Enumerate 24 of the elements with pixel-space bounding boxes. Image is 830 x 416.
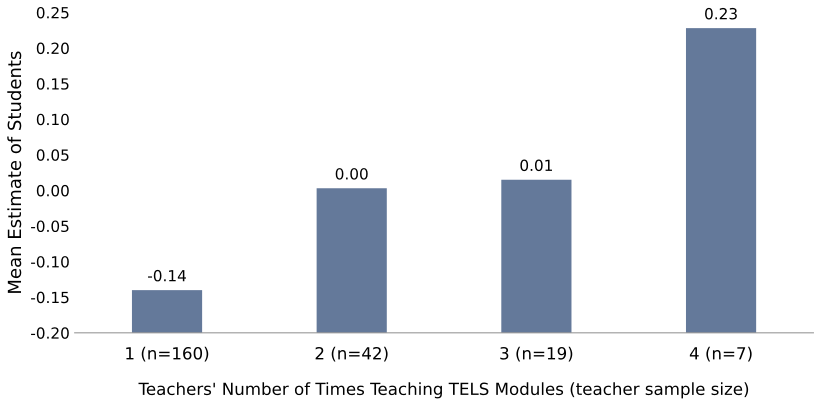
y-tick-label: -0.05 [31,220,69,232]
data-label: -0.14 [148,270,186,282]
bar [686,28,756,333]
bar [316,188,387,333]
data-label: 0.00 [336,168,368,180]
bar [132,290,202,333]
y-tick-label: 0.05 [36,149,69,161]
bar [501,180,572,333]
y-tick-label: 0.10 [36,114,69,126]
data-label: 0.23 [705,8,737,20]
y-tick-label: -0.10 [31,256,69,268]
y-tick-label: -0.20 [31,327,69,339]
x-tick-label: 1 (n=160) [126,346,208,362]
y-tick-label: -0.15 [31,292,69,304]
y-tick-label: 0.25 [36,6,69,18]
x-axis-title: Teachers' Number of Times Teaching TELS Modules (teacher sample size) [138,382,748,398]
x-tick-label: 4 (n=7) [690,346,752,362]
x-tick-label: 3 (n=19) [500,346,572,362]
data-label: 0.01 [520,160,552,172]
x-tick-label: 2 (n=42) [316,346,388,362]
y-axis-title: Mean Estimate of Students [7,51,22,293]
y-tick-label: 0.15 [36,78,69,90]
y-tick-label: 0.00 [36,184,69,196]
y-tick-label: 0.20 [36,42,69,54]
